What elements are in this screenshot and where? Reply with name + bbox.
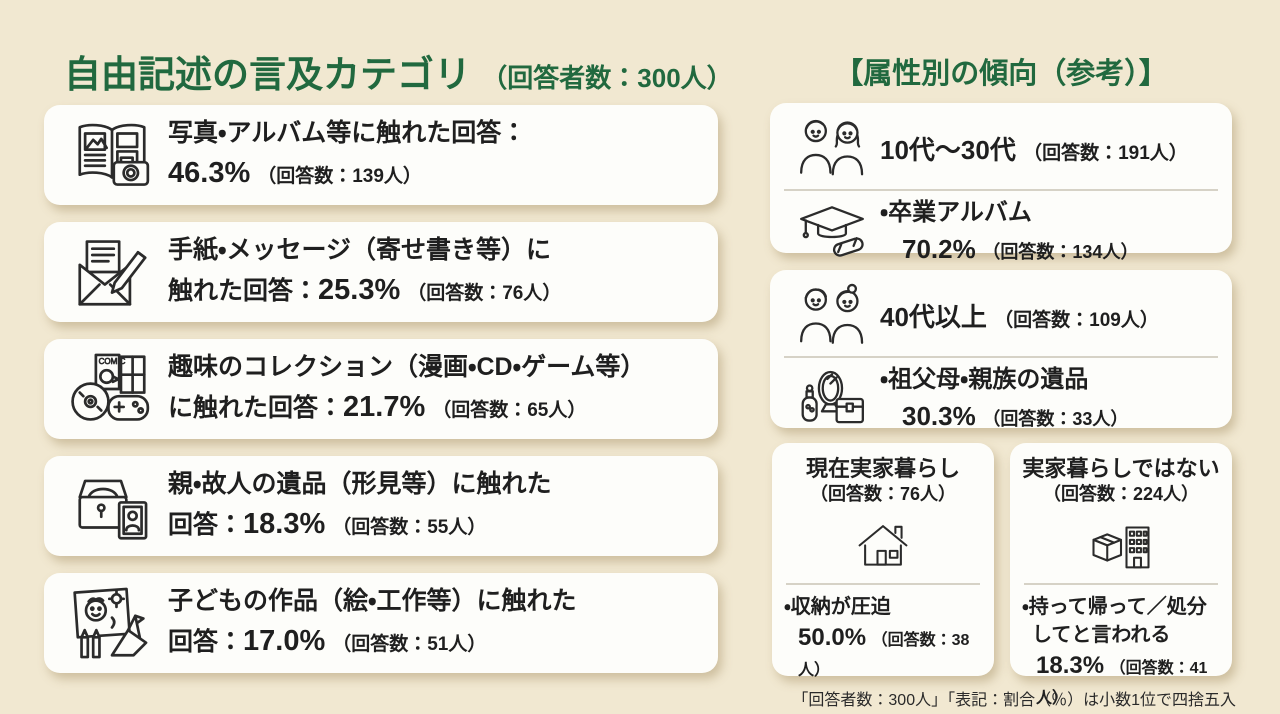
- category-line1: 親・故人の遺品（形見等）に触れた: [168, 469, 552, 498]
- age-group-header: 10代〜30代 （回答数：191人）: [880, 130, 1188, 167]
- letter-message-icon: [56, 229, 168, 315]
- right-panel-title: 【属性別の傾向（参考）】: [834, 58, 1168, 90]
- living-card-title: 現在実家暮らし （回答数：76人）: [782, 455, 984, 505]
- card-divider: [1024, 583, 1218, 585]
- card-divider: [784, 189, 1218, 191]
- age-group-card-young: 10代〜30代 （回答数：191人） ・卒業アルバム 70.2% （回答数：13…: [770, 103, 1232, 264]
- category-text: 子どもの作品（絵・工作等）に触れた 回答：17.0% （回答数：51人）: [168, 583, 577, 664]
- category-line2-prefix: 回答：: [168, 628, 244, 656]
- percentage-value: 17.0%: [243, 625, 326, 657]
- living-card-title: 実家暮らしではない （回答数：224人）: [1020, 455, 1222, 505]
- age-group-card-senior: 40代以上 （回答数：109人） ・祖父母・親族の遺品 30.: [770, 270, 1232, 431]
- house-icon: [782, 511, 984, 577]
- percentage-value: 70.2%: [902, 233, 976, 264]
- category-card-photos: 写真・アルバム等に触れた回答： 46.3% （回答数：139人）: [44, 105, 718, 205]
- response-count-note: （回答数：65人）: [432, 400, 587, 421]
- item-label: ・収納が圧迫: [784, 596, 891, 618]
- antique-items-icon: [784, 362, 880, 436]
- category-line1: 手紙・メッセージ（寄せ書き等）に: [168, 235, 552, 264]
- response-count-note: （回答数：41人）: [1036, 660, 1208, 707]
- living-situation-card-away: 実家暮らしではない （回答数：224人） ・持って帰って／処分 してと言われる …: [1010, 443, 1232, 707]
- item-label-line2: してと言われる: [1032, 624, 1171, 646]
- photo-album-camera-icon: [56, 112, 168, 198]
- age-group-count-note: （回答数：109人）: [994, 309, 1159, 331]
- item-label: ・祖父母・親族の遺品: [880, 365, 1089, 393]
- category-line2-prefix: 触れた回答：: [168, 277, 319, 305]
- category-line1: 趣味のコレクション（漫画・CD・ゲーム等）: [168, 352, 646, 381]
- category-text: 親・故人の遺品（形見等）に触れた 回答：18.3% （回答数：55人）: [168, 466, 552, 547]
- svg-text:COMIC: COMIC: [99, 357, 126, 366]
- keepsake-box-icon: [56, 463, 168, 549]
- footnote: 「回答者数：300人」「表記：割合（％）は小数1位で四捨五入: [792, 692, 1236, 709]
- percentage-value: 30.3%: [902, 400, 976, 431]
- percentage-value: 50.0%: [798, 624, 867, 651]
- category-line1: 写真・アルバム等に触れた回答：: [168, 118, 527, 147]
- response-count-note: （回答数：76人）: [407, 283, 562, 304]
- living-card-item: ・持って帰って／処分 してと言われる 18.3% （回答数：41人）: [1020, 591, 1222, 711]
- graduation-icon: [784, 195, 880, 269]
- percentage-value: 18.3%: [1036, 652, 1105, 679]
- category-text: 趣味のコレクション（漫画・CD・ゲーム等） に触れた回答：21.7% （回答数：…: [168, 349, 645, 430]
- age-group-header: 40代以上 （回答数：109人）: [880, 297, 1159, 334]
- box-building-icon: [1020, 511, 1222, 577]
- category-line2-prefix: に触れた回答：: [168, 394, 344, 422]
- age-group-header-row: 10代〜30代 （回答数：191人）: [784, 111, 1218, 185]
- left-title-note: （回答者数：300人）: [481, 63, 733, 93]
- living-count-note: （回答数：224人）: [1042, 483, 1200, 504]
- percentage-value: 21.7%: [343, 391, 426, 423]
- age-group-header-row: 40代以上 （回答数：109人）: [784, 278, 1218, 352]
- item-label-line1: ・持って帰って／処分: [1022, 596, 1207, 618]
- living-card-item: ・収納が圧迫 50.0% （回答数：38人）: [782, 591, 984, 683]
- item-label: ・卒業アルバム: [880, 198, 1032, 226]
- category-line2-prefix: 回答：: [168, 511, 244, 539]
- young-adults-icon: [784, 111, 880, 185]
- category-card-collections: COMIC 趣味のコレクション（漫画・CD・ゲーム等） に触れた回答：21.7%…: [44, 339, 718, 439]
- response-count-note: （回答数：33人）: [982, 408, 1129, 429]
- category-card-keepsakes: 親・故人の遺品（形見等）に触れた 回答：18.3% （回答数：55人）: [44, 456, 718, 556]
- percentage-value: 18.3%: [243, 508, 326, 540]
- age-group-item-row: ・卒業アルバム 70.2% （回答数：134人）: [784, 195, 1218, 269]
- age-group-item-row: ・祖父母・親族の遺品 30.3% （回答数：33人）: [784, 362, 1218, 436]
- living-title-text: 現在実家暮らし: [805, 456, 960, 481]
- category-card-child-artwork: 子どもの作品（絵・工作等）に触れた 回答：17.0% （回答数：51人）: [44, 573, 718, 673]
- response-count-note: （回答数：134人）: [982, 241, 1139, 262]
- percentage-value: 25.3%: [318, 274, 401, 306]
- category-card-letters: 手紙・メッセージ（寄せ書き等）に 触れた回答：25.3% （回答数：76人）: [44, 222, 718, 322]
- response-count-note: （回答数：139人）: [257, 166, 422, 187]
- age-group-item: ・卒業アルバム 70.2% （回答数：134人）: [880, 196, 1138, 269]
- left-panel-title: 自由記述の言及カテゴリ （回答者数：300人）: [64, 44, 733, 98]
- living-situation-card-home: 現在実家暮らし （回答数：76人） ・収納が圧迫 50.0% （回答数：38人）: [772, 443, 994, 679]
- age-group-item: ・祖父母・親族の遺品 30.3% （回答数：33人）: [880, 363, 1128, 436]
- response-count-note: （回答数：38人）: [798, 632, 970, 679]
- age-group-label: 40代以上: [880, 301, 987, 332]
- category-text: 写真・アルバム等に触れた回答： 46.3% （回答数：139人）: [168, 115, 526, 196]
- category-text: 手紙・メッセージ（寄せ書き等）に 触れた回答：25.3% （回答数：76人）: [168, 232, 561, 313]
- category-line1: 子どもの作品（絵・工作等）に触れた: [168, 586, 577, 615]
- percentage-value: 46.3%: [168, 157, 251, 189]
- living-count-note: （回答数：76人）: [809, 483, 957, 504]
- age-group-label: 10代〜30代: [880, 134, 1016, 165]
- response-count-note: （回答数：51人）: [332, 634, 487, 655]
- seniors-icon: [784, 278, 880, 352]
- card-divider: [786, 583, 980, 585]
- living-title-text: 実家暮らしではない: [1022, 456, 1220, 481]
- card-divider: [784, 356, 1218, 358]
- categories-panel: 写真・アルバム等に触れた回答： 46.3% （回答数：139人） 手紙・メッセー…: [44, 105, 718, 690]
- left-title-text: 自由記述の言及カテゴリ: [64, 54, 471, 95]
- child-artwork-icon: [56, 580, 168, 666]
- response-count-note: （回答数：55人）: [332, 517, 487, 538]
- hobby-collection-icon: COMIC: [56, 346, 168, 432]
- age-group-count-note: （回答数：191人）: [1023, 142, 1188, 164]
